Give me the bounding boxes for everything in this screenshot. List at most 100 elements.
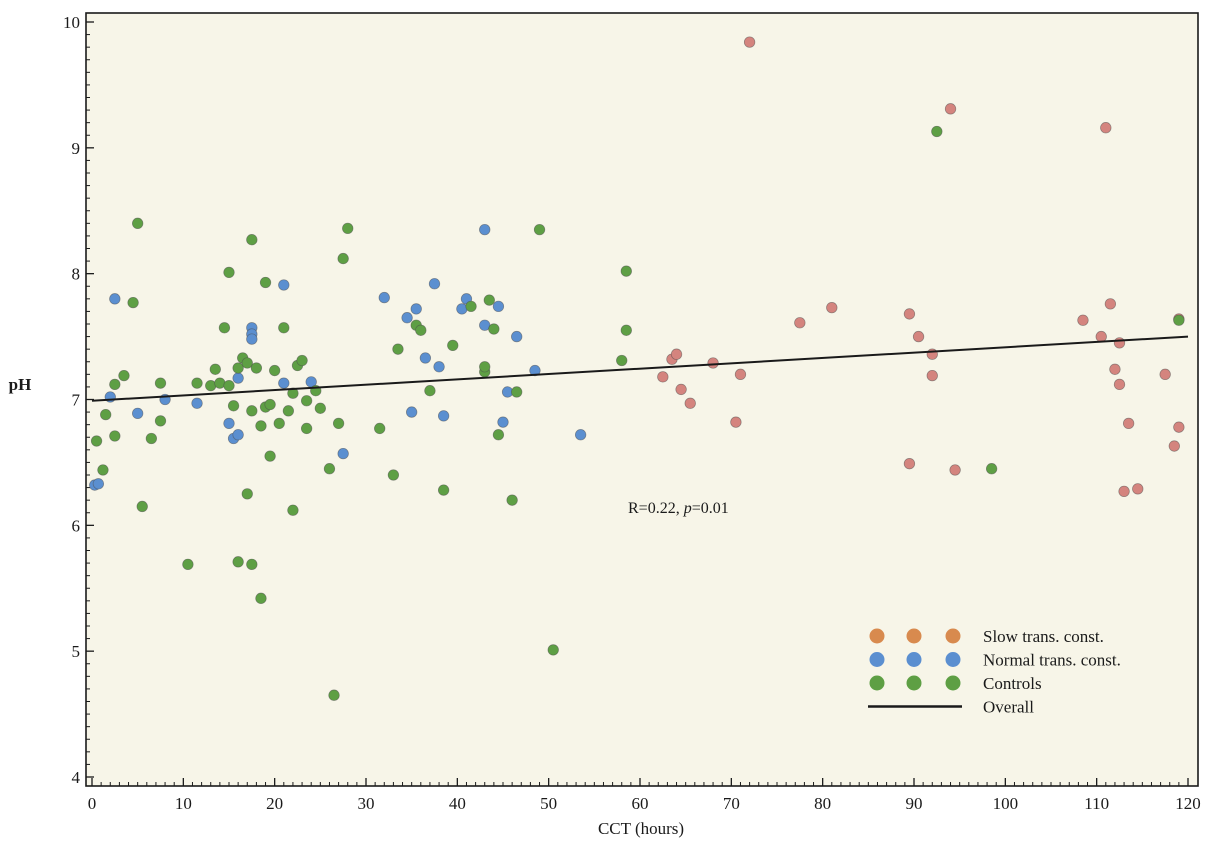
data-point-slow-trans-const: [730, 416, 742, 428]
data-point-normal-trans-const: [109, 293, 121, 305]
correlation-annotation: R=0.22, p=0.01: [628, 500, 729, 517]
data-point-controls: [97, 464, 109, 476]
legend-marker-normal-trans-const: [869, 652, 885, 667]
data-point-slow-trans-const: [1113, 378, 1126, 391]
data-point-controls: [273, 417, 285, 430]
data-point-slow-trans-const: [903, 308, 916, 320]
data-point-controls: [547, 644, 559, 656]
overall-trend-line: [91, 335, 1189, 402]
legend-marker-controls: [869, 675, 885, 691]
legend-marker-normal-trans-const: [906, 652, 922, 667]
data-point-controls: [127, 296, 139, 309]
data-point-normal-trans-const: [428, 278, 441, 290]
x-tick-label: 110: [1084, 794, 1109, 813]
x-tick-label: 0: [88, 794, 97, 813]
data-point-slow-trans-const: [707, 357, 719, 369]
data-point-controls: [154, 377, 167, 389]
y-tick-label: 8: [72, 265, 81, 284]
data-point-controls: [255, 420, 267, 432]
data-point-controls: [328, 689, 340, 701]
data-point-normal-trans-const: [232, 429, 244, 441]
data-point-slow-trans-const: [1095, 330, 1107, 343]
data-point-controls: [259, 276, 272, 289]
data-points: [89, 36, 1185, 701]
y-tick-label: 6: [72, 516, 81, 535]
legend: Slow trans. const. Normal trans. const. Co…: [868, 627, 1121, 717]
x-tick-label: 30: [358, 794, 375, 813]
data-point-controls: [264, 450, 276, 462]
y-tick-label: 5: [72, 642, 81, 661]
data-point-slow-trans-const: [1113, 337, 1126, 349]
data-point-slow-trans-const: [1122, 417, 1135, 430]
data-point-controls: [109, 378, 121, 391]
data-point-controls: [479, 361, 491, 373]
x-tick-label: 100: [993, 794, 1019, 813]
legend-marker-slow-trans-const: [906, 628, 922, 644]
annotation-r: R=0.22,: [628, 500, 684, 517]
data-point-controls: [985, 463, 998, 475]
data-point-slow-trans-const: [926, 369, 938, 382]
data-point-normal-trans-const: [378, 291, 390, 304]
legend-label-slow-trans-const: Slow trans. const.: [983, 627, 1104, 646]
data-point-normal-trans-const: [232, 372, 244, 384]
data-point-controls: [223, 266, 235, 279]
x-tick-label: 70: [723, 794, 740, 813]
data-point-normal-trans-const: [406, 406, 418, 418]
x-axis-title: CCT (hours): [598, 819, 684, 838]
data-point-controls: [232, 556, 244, 568]
data-point-slow-trans-const: [743, 36, 756, 48]
data-point-controls: [209, 363, 221, 375]
legend-marker-controls: [906, 675, 922, 691]
data-point-normal-trans-const: [278, 377, 290, 389]
data-point-controls: [223, 380, 235, 392]
data-point-controls: [232, 362, 244, 374]
data-point-slow-trans-const: [912, 330, 925, 343]
x-tick-label: 90: [906, 794, 923, 813]
data-point-controls: [300, 422, 313, 435]
data-point-slow-trans-const: [1132, 483, 1144, 495]
data-point-controls: [424, 385, 436, 397]
legend-label-overall: Overall: [983, 698, 1034, 717]
data-point-normal-trans-const: [410, 303, 422, 315]
data-point-normal-trans-const: [223, 417, 235, 430]
data-point-slow-trans-const: [949, 464, 961, 476]
data-point-normal-trans-const: [191, 397, 203, 409]
data-point-controls: [287, 504, 299, 516]
data-point-controls: [109, 430, 121, 442]
y-axis-title: pH: [9, 375, 32, 394]
data-point-controls: [1173, 314, 1185, 326]
data-point-slow-trans-const: [1104, 298, 1117, 310]
data-point-normal-trans-const: [246, 333, 258, 345]
data-point-controls: [483, 294, 495, 306]
data-point-controls: [387, 469, 400, 481]
data-point-controls: [136, 500, 148, 513]
data-point-slow-trans-const: [1168, 440, 1180, 452]
data-point-controls: [246, 234, 258, 246]
legend-marker-slow-trans-const: [945, 628, 961, 644]
annotation-p-value: =0.01: [692, 500, 729, 517]
data-point-controls: [241, 488, 253, 500]
data-point-controls: [191, 377, 203, 389]
data-point-slow-trans-const: [1100, 122, 1112, 134]
data-point-normal-trans-const: [479, 223, 491, 236]
data-point-slow-trans-const: [684, 397, 696, 409]
data-point-controls: [447, 339, 459, 352]
data-point-controls: [241, 357, 253, 369]
x-tick-label: 80: [814, 794, 831, 813]
data-point-controls: [287, 387, 299, 399]
data-point-slow-trans-const: [675, 383, 687, 396]
data-point-controls: [255, 592, 267, 604]
data-point-controls: [392, 343, 404, 355]
data-point-controls: [132, 217, 144, 229]
data-point-controls: [118, 369, 130, 382]
data-point-controls: [616, 354, 628, 367]
data-point-controls: [218, 322, 231, 334]
legend-marker-controls: [945, 675, 961, 691]
data-point-controls: [620, 324, 632, 336]
data-point-controls: [246, 558, 258, 570]
data-point-slow-trans-const: [657, 371, 669, 383]
data-point-normal-trans-const: [92, 478, 105, 490]
data-point-controls: [282, 405, 295, 417]
x-tick-label: 50: [540, 794, 557, 813]
